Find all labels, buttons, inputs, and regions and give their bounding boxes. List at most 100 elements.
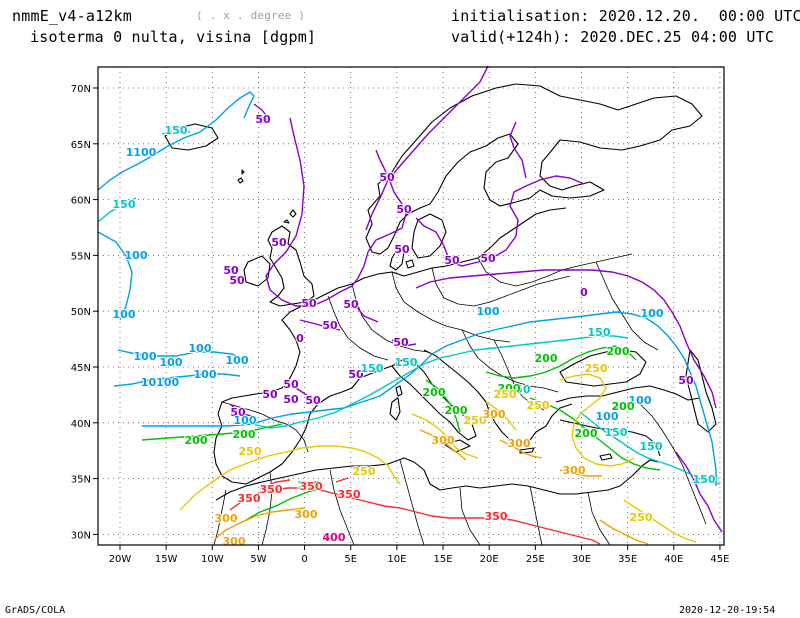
coast-denmark (389, 247, 415, 271)
contour-label-350: 350 (260, 483, 283, 496)
contour-label-100: 100 (189, 342, 212, 355)
units-hint: ( . x . degree ) (196, 9, 306, 22)
coast-balkans (423, 349, 573, 447)
coast-iceland (164, 123, 219, 151)
contour-label-50: 50 (394, 243, 410, 256)
contour-label-50: 50 (283, 393, 299, 406)
country-borders (213, 253, 707, 546)
contour-label-150: 150 (361, 362, 384, 375)
coast-black-sea (559, 349, 647, 387)
contour-label-350: 350 (300, 480, 323, 493)
contour-label-250: 250 (585, 362, 608, 375)
lon-tick-label: 0 (301, 554, 307, 565)
contour-label-100: 100 (226, 354, 249, 367)
contour-label-1100: 1100 (126, 146, 157, 159)
tick-marks (93, 87, 721, 550)
contour-label-100: 100 (234, 414, 257, 427)
contour-label-100: 100 (477, 305, 500, 318)
contour-label-50: 50 (223, 264, 239, 277)
contour-label-200: 200 (498, 382, 521, 395)
contour-label-50: 50 (444, 254, 460, 267)
contour-label-300: 300 (483, 408, 506, 421)
lon-tick-label: 25E (526, 554, 545, 565)
lon-tick-label: 35E (618, 554, 637, 565)
contour-label-100: 100 (629, 394, 652, 407)
coast-france-iberia (213, 299, 393, 485)
contour-label-50: 50 (393, 336, 409, 349)
coast-sweden-south (411, 213, 447, 259)
contour-label-200: 200 (612, 400, 635, 413)
contour-label-50: 50 (480, 252, 496, 265)
coast-ireland (243, 255, 271, 287)
contour-label-300: 300 (508, 437, 531, 450)
contour-label-350: 350 (485, 510, 508, 523)
lon-tick-label: 10W (201, 554, 224, 565)
contour-label-50: 50 (230, 406, 246, 419)
lat-tick-label: 30N (71, 530, 91, 541)
coast-north-africa (215, 457, 659, 501)
contour-50 (229, 65, 723, 533)
contour-label-250: 250 (527, 399, 550, 412)
contour-label-150: 150 (588, 326, 611, 339)
lon-tick-label: 30E (572, 554, 591, 565)
contour-label-350: 350 (338, 488, 361, 501)
coast-faroes (237, 169, 245, 184)
footer-software: GrADS/COLA (5, 605, 66, 616)
contour-label-50: 50 (322, 319, 338, 332)
contour-label-100: 100 (134, 350, 157, 363)
lat-tick-label: 65N (71, 140, 91, 151)
contour-label-150: 150 (165, 124, 188, 137)
lon-tick-label: 15W (155, 554, 178, 565)
lon-tick-label: 15E (434, 554, 453, 565)
contour-label-200: 200 (185, 434, 208, 447)
contour-label-150: 150 (605, 426, 628, 439)
contour-label-100: 100 (125, 249, 148, 262)
contour-label-350: 350 (238, 492, 261, 505)
contour-250 (179, 373, 697, 543)
contour-label-50: 50 (255, 113, 271, 126)
contour-label-250: 250 (239, 445, 262, 458)
lat-tick-label: 35N (71, 475, 91, 486)
contour-label-250: 250 (353, 465, 376, 478)
contour-label-300: 300 (563, 464, 586, 477)
contour-label-150: 150 (113, 198, 136, 211)
map-frame (97, 66, 725, 546)
contour-label-250: 250 (494, 388, 517, 401)
contour-label-100: 100 (194, 368, 217, 381)
longitude-labels: 20W 15W 10W 5W 0 5E 10E 15E 20E 25E 30E 35E 40E 45E (109, 554, 730, 565)
lon-tick-label: 20E (480, 554, 499, 565)
contour-label-300: 300 (223, 535, 246, 548)
contour-150 (97, 129, 721, 485)
contour-label-200: 200 (607, 345, 630, 358)
contour-label-250: 250 (630, 511, 653, 524)
contour-label-150: 150 (693, 473, 716, 486)
contour-label-50: 50 (348, 368, 364, 381)
contour-label-300: 300 (215, 512, 238, 525)
model-name: nmmE_v4-a12km (12, 7, 132, 25)
coast-scandinavia (365, 83, 703, 255)
lat-tick-label: 70N (71, 84, 91, 95)
contour-label-50: 50 (271, 236, 287, 249)
field-title: isoterma 0 nulta, visina [dgpm] (30, 28, 317, 46)
contour-label-50: 50 (229, 274, 245, 287)
graticule (98, 67, 724, 545)
lat-tick-label: 60N (71, 196, 91, 207)
contour-300 (213, 429, 649, 545)
lat-tick-label: 55N (71, 251, 91, 262)
contour-label-150: 150 (395, 356, 418, 369)
coast-shetland (283, 209, 297, 224)
init-time: initialisation: 2020.12.20. 00:00 UTC (451, 7, 800, 25)
contour-label-100: 100 (596, 410, 619, 423)
contour-200 (141, 345, 661, 521)
contour-label-100: 100 (160, 356, 183, 369)
contour-label-50: 50 (283, 378, 299, 391)
coast-italy (391, 359, 477, 441)
lon-tick-label: 5W (250, 554, 266, 565)
contour-label-300: 300 (295, 508, 318, 521)
latitude-labels: 70N 65N 60N 55N 50N 45N 40N 35N 30N (71, 84, 91, 541)
contour-label-200: 200 (535, 352, 558, 365)
contour-label-150: 150 (640, 440, 663, 453)
lat-tick-label: 50N (71, 307, 91, 318)
coast-turkey (555, 385, 701, 403)
